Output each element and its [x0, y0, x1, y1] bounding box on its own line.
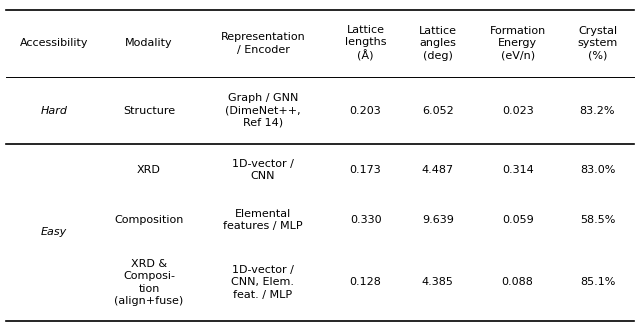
Text: XRD: XRD — [137, 165, 161, 175]
Text: Hard: Hard — [40, 106, 67, 116]
Text: 9.639: 9.639 — [422, 215, 454, 225]
Text: 0.330: 0.330 — [350, 215, 381, 225]
Text: Formation
Energy
(eV/n): Formation Energy (eV/n) — [490, 26, 546, 61]
Text: Lattice
angles
(deg): Lattice angles (deg) — [419, 26, 457, 61]
Text: 0.173: 0.173 — [349, 165, 381, 175]
Text: Elemental
features / MLP: Elemental features / MLP — [223, 209, 303, 231]
Text: 83.0%: 83.0% — [580, 165, 615, 175]
Text: 0.203: 0.203 — [349, 106, 381, 116]
Text: 85.1%: 85.1% — [580, 277, 615, 287]
Text: Composition: Composition — [115, 215, 184, 225]
Text: 6.052: 6.052 — [422, 106, 454, 116]
Text: Lattice
lengths
(Å): Lattice lengths (Å) — [345, 25, 387, 62]
Text: Accessibility: Accessibility — [20, 38, 88, 48]
Text: 4.487: 4.487 — [422, 165, 454, 175]
Text: 0.023: 0.023 — [502, 106, 534, 116]
Text: Crystal
system
(%): Crystal system (%) — [577, 26, 618, 61]
Text: XRD &
Composi-
tion
(align+fuse): XRD & Composi- tion (align+fuse) — [115, 259, 184, 306]
Text: Representation
/ Encoder: Representation / Encoder — [221, 32, 305, 54]
Text: 0.314: 0.314 — [502, 165, 534, 175]
Text: 1D-vector /
CNN, Elem.
feat. / MLP: 1D-vector / CNN, Elem. feat. / MLP — [232, 265, 294, 300]
Text: Structure: Structure — [123, 106, 175, 116]
Text: 83.2%: 83.2% — [580, 106, 615, 116]
Text: 0.128: 0.128 — [349, 277, 381, 287]
Text: Graph / GNN
(DimeNet++,
Ref 14): Graph / GNN (DimeNet++, Ref 14) — [225, 93, 301, 128]
Text: Easy: Easy — [41, 227, 67, 237]
Text: 58.5%: 58.5% — [580, 215, 615, 225]
Text: 0.059: 0.059 — [502, 215, 534, 225]
Text: 4.385: 4.385 — [422, 277, 454, 287]
Text: Modality: Modality — [125, 38, 173, 48]
Text: 0.088: 0.088 — [502, 277, 534, 287]
Text: 1D-vector /
CNN: 1D-vector / CNN — [232, 159, 294, 181]
